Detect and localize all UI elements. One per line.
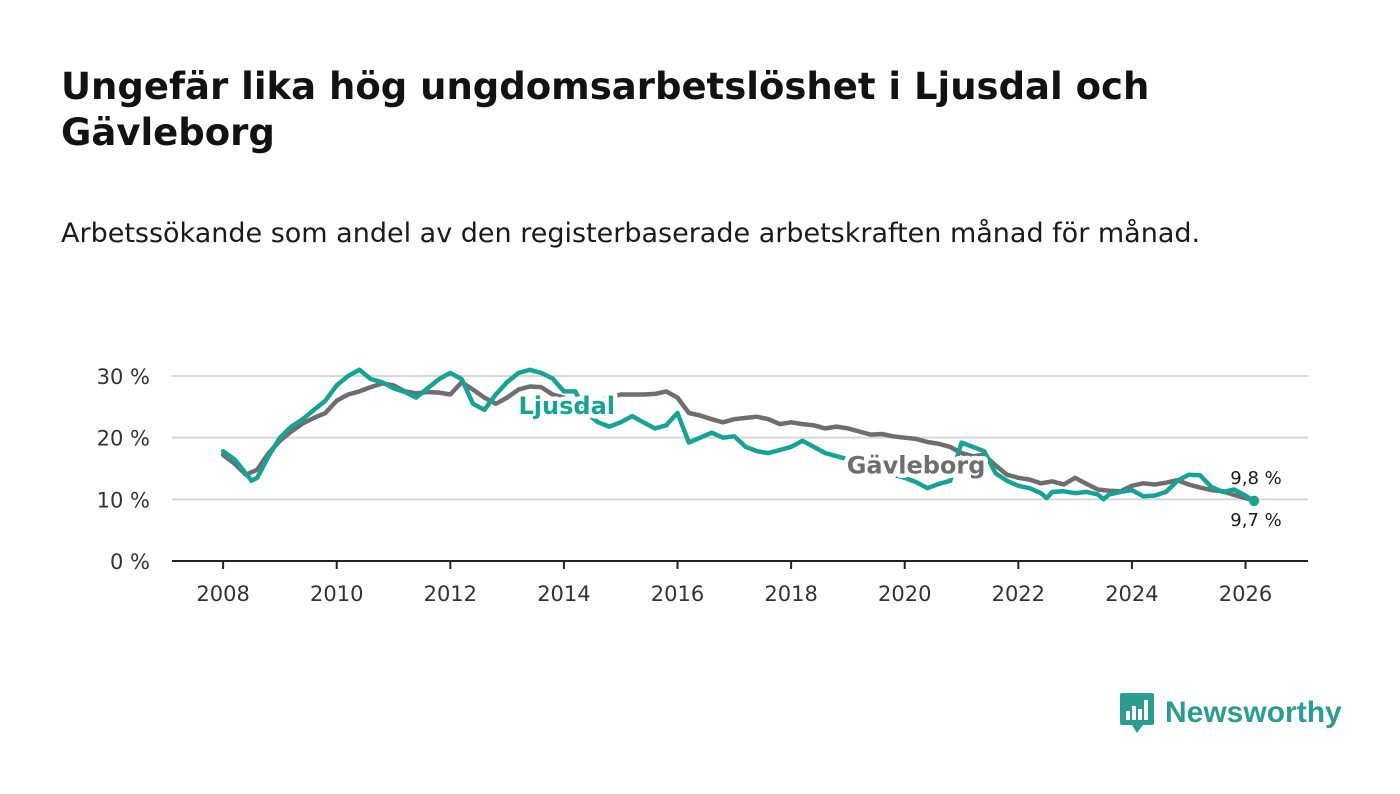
x-tick-label: 2022 [992, 582, 1045, 606]
y-tick-label: 30 % [97, 365, 150, 389]
gridlines [172, 375, 1308, 562]
x-tick-label: 2020 [878, 582, 931, 606]
chart-title: Ungefär lika hög ungdomsarbetslöshet i L… [61, 65, 1150, 154]
y-tick-label: 10 % [97, 488, 150, 512]
series-label-gavleborg-halo: Gävleborg [847, 451, 986, 479]
x-tick-label: 2018 [764, 582, 817, 606]
series-label-ljusdal: Ljusdal [519, 392, 616, 420]
brand-name: Newsworthy [1165, 696, 1342, 729]
x-tick-label: 2008 [196, 582, 249, 606]
series-line-ljusdal [220, 367, 1257, 504]
x-tick-label: 2016 [651, 582, 704, 606]
x-axis-ticks: 2008 2010 2012 2014 2016 2018 2020 2022 2024 2026 [196, 561, 1272, 606]
x-tick-label: 2024 [1105, 582, 1158, 606]
bar-chart-speech-bubble-icon [1120, 693, 1154, 733]
chart-subtitle: Arbetssökande som andel av den registerb… [61, 218, 1201, 249]
x-tick-label: 2010 [310, 582, 363, 606]
series-label-ljusdal-halo: Ljusdal [519, 392, 616, 420]
series-line-gavleborg [220, 379, 1257, 503]
x-tick-label: 2014 [537, 582, 590, 606]
series-end-point-ljusdal [1249, 496, 1260, 507]
y-axis-ticks: 0 % 10 % 20 % 30 % [97, 365, 150, 574]
newsworthy-logo: Newsworthy [1119, 690, 1342, 736]
x-tick-label: 2026 [1219, 582, 1272, 606]
end-value-label-gavleborg: 9,8 % [1230, 468, 1281, 489]
x-tick-label: 2012 [424, 582, 477, 606]
end-value-label-ljusdal: 9,7 % [1230, 510, 1281, 531]
y-tick-label: 20 % [97, 427, 150, 451]
series-lines [220, 367, 1260, 507]
y-tick-label: 0 % [110, 550, 150, 574]
series-label-gavleborg: Gävleborg [847, 451, 986, 479]
